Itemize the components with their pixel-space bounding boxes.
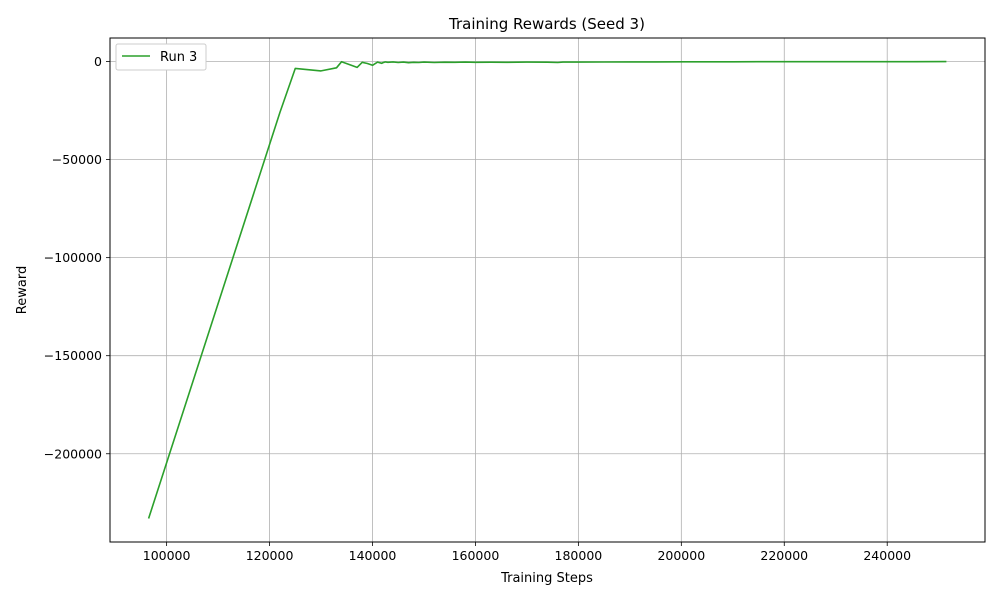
y-axis-ticks: 0 −50000 −100000 −150000 −200000 — [44, 54, 110, 461]
plot-area — [110, 38, 985, 542]
y-tick-label: −100000 — [44, 250, 102, 265]
y-tick-label: −50000 — [52, 152, 102, 167]
x-axis-label: Training Steps — [500, 571, 593, 586]
chart-title: Training Rewards (Seed 3) — [448, 15, 645, 33]
x-axis-ticks: 100000 120000 140000 160000 180000 200000 2200… — [143, 542, 911, 563]
x-tick-label: 200000 — [657, 548, 705, 563]
x-tick-label: 240000 — [863, 548, 911, 563]
y-tick-label: 0 — [94, 54, 102, 69]
y-tick-label: −200000 — [44, 446, 102, 461]
y-tick-label: −150000 — [44, 348, 102, 363]
x-tick-label: 140000 — [349, 548, 397, 563]
x-tick-label: 180000 — [555, 548, 603, 563]
x-tick-label: 100000 — [143, 548, 191, 563]
legend: Run 3 — [116, 44, 206, 70]
x-tick-label: 220000 — [760, 548, 808, 563]
x-tick-label: 160000 — [452, 548, 500, 563]
legend-label-run-3: Run 3 — [160, 50, 197, 65]
y-axis-label: Reward — [15, 266, 30, 314]
x-tick-label: 120000 — [246, 548, 294, 563]
